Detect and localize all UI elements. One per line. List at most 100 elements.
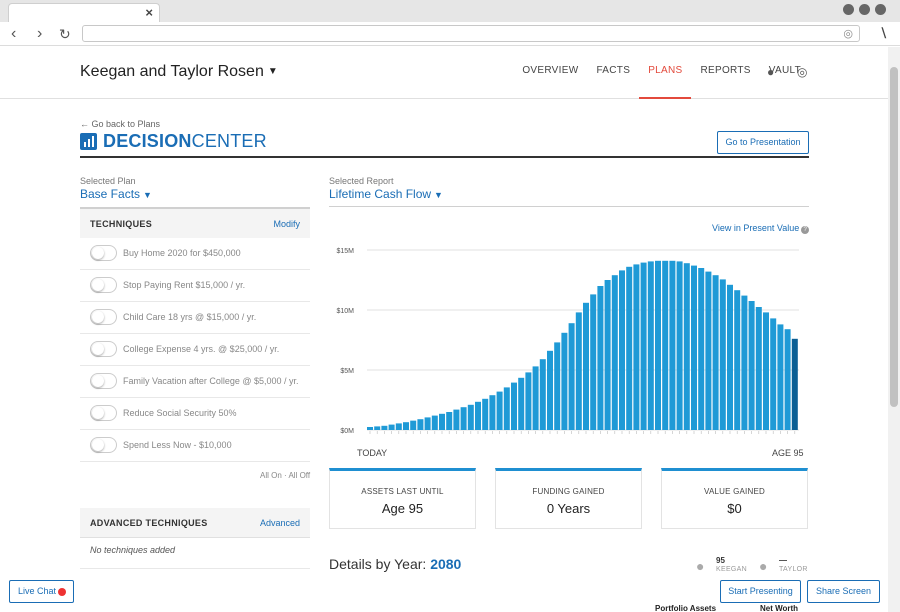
extension-icon[interactable]: ⧵ (881, 25, 886, 41)
technique-toggle[interactable] (90, 309, 117, 325)
close-window-icon[interactable] (875, 4, 886, 15)
nav-reports[interactable]: REPORTS (700, 65, 751, 76)
chart-bar[interactable] (503, 387, 510, 430)
chart-bar[interactable] (755, 307, 762, 430)
chart-bar[interactable] (460, 407, 467, 430)
chart-bar[interactable] (712, 275, 719, 430)
start-presenting-button[interactable]: Start Presenting (720, 580, 801, 603)
chart-bar[interactable] (539, 359, 546, 430)
chart-bar[interactable] (604, 280, 611, 430)
back-icon[interactable]: ‹ (11, 25, 17, 42)
chart-bar[interactable] (662, 260, 669, 430)
user-icon[interactable]: ● (767, 65, 775, 79)
forward-icon[interactable]: › (37, 25, 43, 42)
chart-bar[interactable] (395, 423, 402, 430)
chart-bar[interactable] (568, 323, 575, 430)
chart-bar[interactable] (734, 290, 741, 430)
chart-bar[interactable] (417, 419, 424, 430)
chart-bar[interactable] (575, 312, 582, 430)
modify-link[interactable]: Modify (273, 219, 300, 229)
nav-plans[interactable]: PLANS (639, 47, 692, 99)
chart-bar[interactable] (381, 425, 388, 430)
chart-bar[interactable] (374, 426, 381, 430)
address-bar[interactable]: ◎ (82, 25, 860, 42)
chart-bar[interactable] (683, 263, 690, 430)
chart-bar[interactable] (698, 268, 705, 430)
chart-bar[interactable] (647, 261, 654, 430)
share-screen-button[interactable]: Share Screen (807, 580, 880, 603)
maximize-icon[interactable] (859, 4, 870, 15)
chart-bar[interactable] (489, 395, 496, 430)
chart-bar[interactable] (475, 401, 481, 430)
page-scrollbar[interactable] (888, 47, 900, 612)
advanced-link[interactable]: Advanced (259, 518, 300, 528)
chart-bar[interactable] (763, 312, 769, 430)
reload-icon[interactable]: ↻ (59, 26, 71, 42)
chart-bar[interactable] (784, 329, 791, 430)
chart-bar[interactable] (511, 382, 517, 430)
chart-bar[interactable] (655, 260, 661, 430)
nav-vault[interactable]: VAULT (768, 65, 801, 76)
browser-tab[interactable]: × (8, 3, 160, 22)
chart-bar[interactable] (518, 377, 525, 430)
chart-bar[interactable] (431, 415, 438, 430)
plan-dropdown[interactable]: Base Facts ▼ (80, 187, 152, 201)
chart-bar[interactable] (525, 372, 532, 430)
chart-bar[interactable] (669, 260, 676, 430)
back-to-plans-link[interactable]: ← Go back to Plans (80, 119, 160, 129)
nav-overview[interactable]: OVERVIEW (522, 65, 579, 76)
chart-bar[interactable] (547, 350, 553, 430)
help-icon[interactable]: ? (801, 226, 810, 234)
chart-bar[interactable] (388, 424, 395, 430)
all-on-off-links[interactable]: All On · All Off (260, 471, 311, 480)
chart-bar[interactable] (439, 413, 445, 430)
nav-facts[interactable]: FACTS (596, 65, 631, 76)
technique-toggle[interactable] (90, 373, 117, 389)
chart-bar[interactable] (403, 422, 409, 430)
chart-bar[interactable] (770, 318, 777, 430)
go-to-presentation-button[interactable]: Go to Presentation (717, 131, 809, 154)
chart-bar[interactable] (791, 338, 798, 430)
chart-bar[interactable] (777, 324, 784, 430)
chart-bar[interactable] (741, 295, 748, 430)
chart-bar[interactable] (633, 264, 640, 430)
chart-bar[interactable] (410, 420, 417, 430)
chart-bar[interactable] (611, 275, 618, 430)
technique-toggle[interactable] (90, 245, 117, 261)
technique-toggle[interactable] (90, 277, 117, 293)
chart-bar[interactable] (496, 391, 503, 430)
chart-bar[interactable] (590, 294, 597, 430)
details-year[interactable]: 2080 (430, 556, 462, 572)
chart-bar[interactable] (561, 332, 568, 430)
chart-bar[interactable] (554, 342, 561, 430)
chart-bar[interactable] (453, 409, 460, 430)
chart-bar[interactable] (482, 398, 489, 430)
chart-bar[interactable] (691, 265, 697, 430)
technique-toggle[interactable] (90, 437, 117, 453)
chart-bar[interactable] (597, 286, 604, 430)
scroll-thumb[interactable] (890, 67, 898, 407)
technique-toggle[interactable] (90, 341, 117, 357)
chart-bar[interactable] (532, 366, 539, 430)
chart-bar[interactable] (640, 262, 647, 430)
globe-icon[interactable]: ◎ (797, 65, 808, 79)
report-dropdown[interactable]: Lifetime Cash Flow ▼ (329, 187, 443, 201)
chart-bar[interactable] (626, 266, 633, 430)
chart-bar[interactable] (727, 284, 733, 430)
chart-bar[interactable] (619, 270, 625, 430)
client-selector[interactable]: Keegan and Taylor Rosen ▼ (80, 63, 278, 81)
close-tab-icon[interactable]: × (145, 5, 153, 20)
chart-bar[interactable] (446, 412, 453, 430)
chart-bar[interactable] (424, 417, 431, 430)
chart-bar[interactable] (705, 271, 712, 430)
chart-bar[interactable] (719, 279, 726, 430)
chart-bar[interactable] (676, 261, 683, 430)
chart-bar[interactable] (467, 404, 474, 430)
live-chat-button[interactable]: Live Chat (9, 580, 74, 603)
present-value-link[interactable]: View in Present Value? (712, 223, 810, 234)
chart-bar[interactable] (367, 427, 373, 430)
minimize-icon[interactable] (843, 4, 854, 15)
technique-toggle[interactable] (90, 405, 117, 421)
chart-bar[interactable] (748, 301, 755, 430)
chart-bar[interactable] (583, 302, 589, 430)
